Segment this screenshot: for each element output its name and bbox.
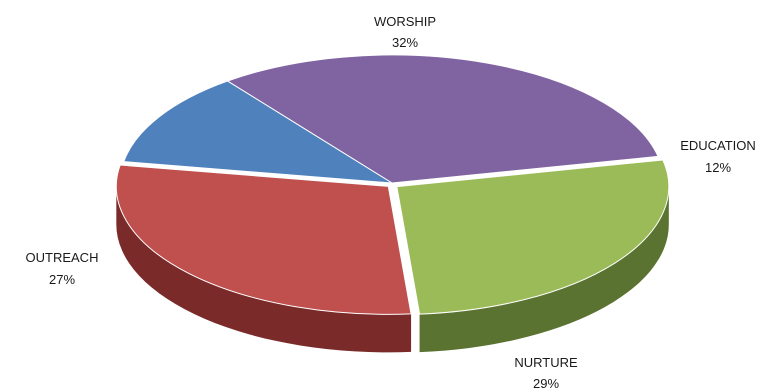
label-education-value: 12% — [705, 160, 731, 175]
slice-outreach — [396, 159, 670, 315]
label-education: EDUCATION 12% — [680, 138, 756, 175]
slice-side-nurture — [116, 186, 412, 353]
slice-side-outreach-b — [419, 186, 669, 353]
pie-tops — [115, 54, 670, 315]
label-worship: WORSHIP 32% — [374, 14, 436, 50]
label-education-name: EDUCATION — [680, 138, 756, 153]
label-nurture: NURTURE 29% — [514, 355, 578, 391]
label-outreach-value: 27% — [49, 272, 75, 287]
label-worship-value: 32% — [392, 35, 418, 50]
slice-education — [123, 80, 393, 184]
label-outreach-name: OUTREACH — [26, 250, 99, 265]
slice-worship — [226, 54, 659, 184]
label-nurture-value: 29% — [533, 376, 559, 391]
label-nurture-name: NURTURE — [514, 355, 578, 370]
label-worship-name: WORSHIP — [374, 14, 436, 29]
slice-nurture — [115, 164, 412, 315]
label-outreach: OUTREACH 27% — [26, 250, 99, 287]
